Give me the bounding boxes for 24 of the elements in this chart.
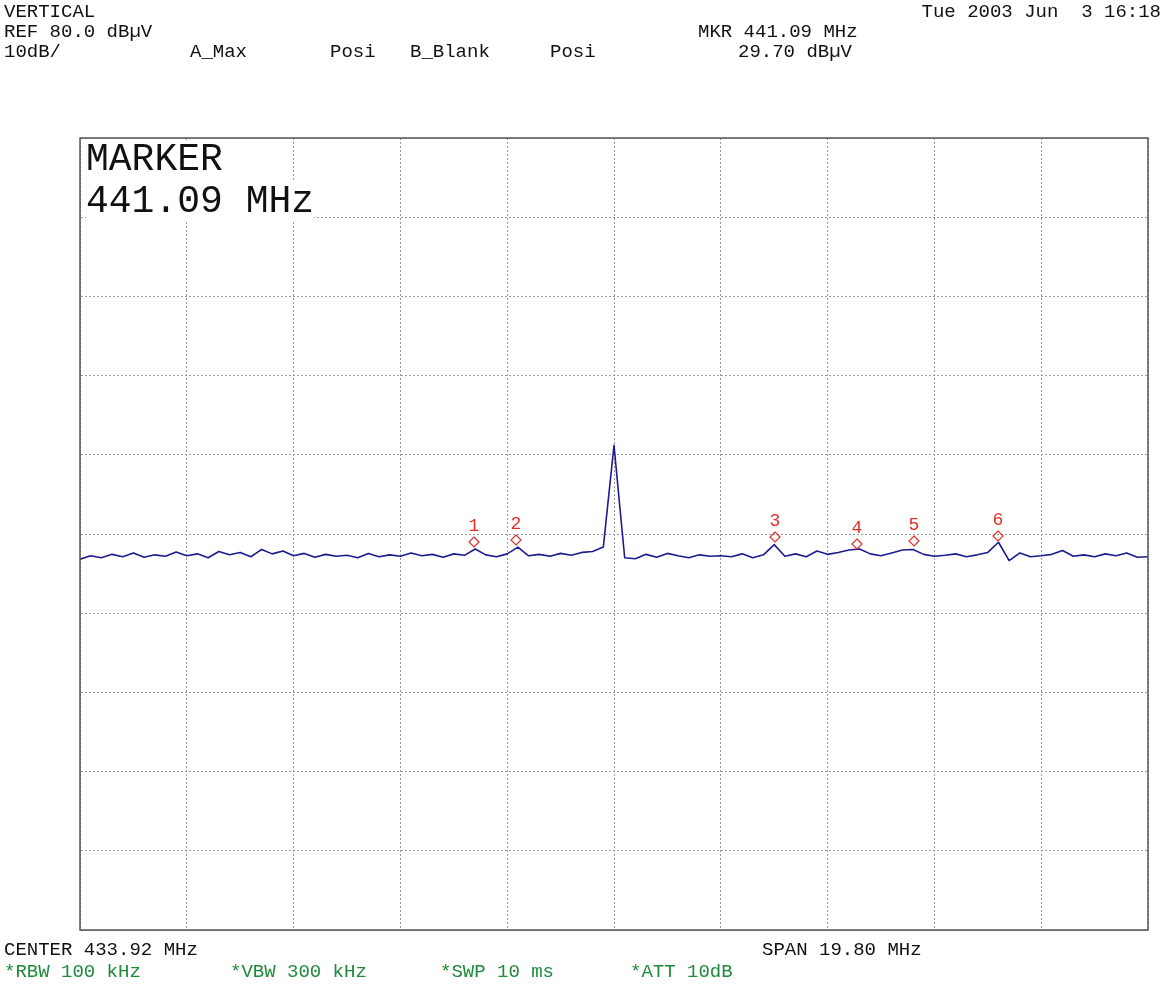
text: A_Max [190,41,248,63]
text: CENTER 433.92 MHz [4,939,198,961]
text: Posi [550,41,596,63]
text: *SWP 10 ms [440,961,555,983]
text: *ATT 10dB [630,961,733,983]
annotation: 3 [769,511,781,531]
text: *RBW 100 kHz [4,961,141,983]
text: MARKER [86,138,223,181]
annotation: 2 [510,514,522,534]
text: VERTICAL [4,1,96,23]
text: 29.70 dBµV [738,41,853,63]
text: REF 80.0 dBµV [4,21,153,43]
text: 10dB/ [4,41,62,63]
annotation: 4 [851,518,863,538]
text: B_Blank [410,41,490,63]
text: Posi [330,41,376,63]
annotation: 6 [992,510,1004,530]
text: Tue 2003 Jun 3 16:18 [921,1,1161,23]
text: SPAN 19.80 MHz [762,939,922,961]
annotation: 1 [468,516,480,536]
annotation: 5 [908,515,920,535]
text: MKR 441.09 MHz [698,21,858,43]
text: *VBW 300 kHz [230,961,367,983]
text: 441.09 MHz [86,180,315,223]
